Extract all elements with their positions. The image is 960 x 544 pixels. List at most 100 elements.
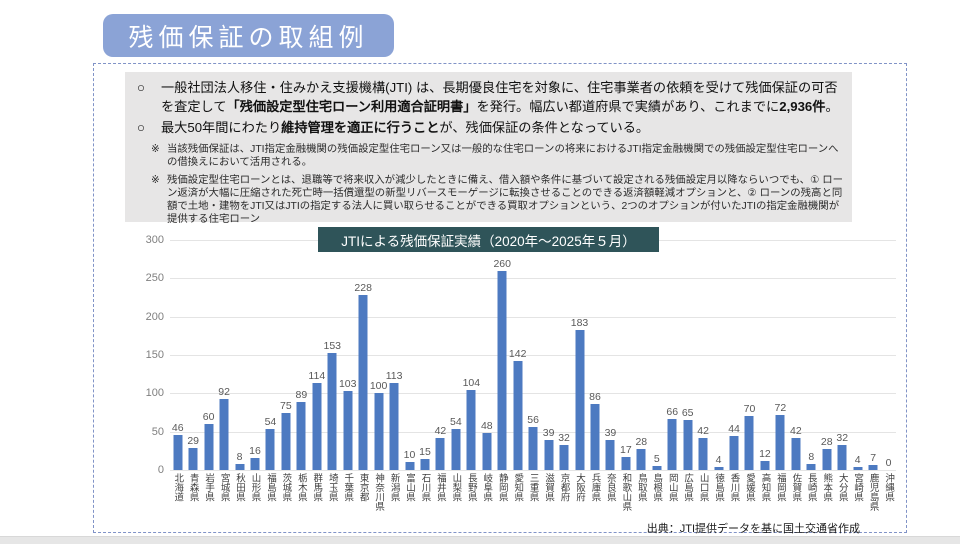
- bar: [389, 383, 399, 470]
- bar-column: 8: [232, 240, 247, 470]
- bar-value-label: 7: [870, 451, 877, 464]
- bar-column: 48: [479, 240, 494, 470]
- bar: [621, 456, 631, 470]
- bar-column: 65: [680, 240, 695, 470]
- bar-value-label: 89: [295, 388, 308, 401]
- bottom-strip: [0, 536, 960, 544]
- plot-area: 46 29 60 92 8 16 54 75 89 114 153 103 228 100 113 10 15 4…: [170, 240, 896, 470]
- bar-column: 42: [788, 240, 803, 470]
- bar-value-label: 183: [570, 316, 589, 329]
- gridline: [170, 278, 896, 280]
- x-axis: 北海道 青森県 岩手県 宮城県 秋田県 山形県 福島県 茨城県 栃木県 群馬県 埼玉県 千葉県 東京都神…: [170, 473, 896, 533]
- bullet-text: 一般社団法人移住・住みかえ支援機構(JTI) は、長期優良住宅を対象に、住宅事業…: [161, 80, 839, 114]
- x-axis-label: 広島県: [682, 473, 694, 502]
- bar: [806, 463, 816, 470]
- bar: [544, 440, 554, 470]
- bar-column: 7: [865, 240, 880, 470]
- bar-value-label: 70: [743, 403, 756, 416]
- x-axis-label: 三重県: [527, 473, 539, 502]
- y-axis-tick-label: 0: [157, 464, 164, 476]
- x-axis-label: 福島県: [264, 473, 276, 502]
- x-axis-label: 岩手県: [203, 473, 215, 502]
- bar-column: 260: [493, 240, 511, 470]
- bar-column: 54: [263, 240, 278, 470]
- bar-column: 104: [463, 240, 480, 470]
- footnote-item: ※ 当該残価保証は、JTI指定金融機関の残価設定型住宅ローン又は一般的な住宅ローン…: [137, 143, 844, 169]
- x-axis-label: 東京都: [357, 473, 369, 502]
- x-axis-label: 香川県: [728, 473, 740, 502]
- bar-column: 10: [402, 240, 417, 470]
- x-axis-label: 岡山県: [666, 473, 678, 502]
- bar-value-label: 103: [338, 378, 357, 391]
- bar-value-label: 48: [480, 420, 493, 433]
- bar: [204, 424, 214, 470]
- bar-column: 89: [294, 240, 309, 470]
- bar-value-label: 42: [697, 424, 709, 437]
- bar-value-label: 75: [280, 399, 292, 412]
- bar-column: 66: [665, 240, 680, 470]
- x-axis-label: 岐阜県: [481, 473, 493, 502]
- bar-value-label: 54: [264, 415, 277, 428]
- bar-column: 92: [216, 240, 231, 470]
- y-axis-tick-label: 100: [145, 387, 164, 400]
- gridline: [170, 393, 896, 395]
- bar: [590, 404, 600, 470]
- asterisk-note-icon: ※: [151, 143, 160, 155]
- x-axis-label: 兵庫県: [589, 473, 601, 502]
- chart-title: JTIによる残価保証実績（2020年～2025年５月）: [318, 227, 659, 252]
- bar-value-label: 0: [885, 457, 892, 469]
- bar: [296, 401, 306, 470]
- x-axis-label: 山梨県: [450, 473, 462, 502]
- bar-value-label: 86: [589, 391, 601, 404]
- bar-column: 32: [834, 240, 849, 470]
- bar: [575, 329, 584, 470]
- bar-column: 8: [804, 240, 819, 470]
- x-axis-label: 福岡県: [774, 473, 786, 502]
- bar-column: 28: [819, 240, 834, 470]
- x-axis-label: 群馬県: [311, 473, 323, 502]
- bar: [420, 458, 430, 470]
- bar-column: 103: [338, 240, 357, 470]
- bar-column: 0: [881, 240, 896, 470]
- bar-value-label: 42: [790, 424, 802, 437]
- bar-value-label: 92: [218, 386, 230, 399]
- bar-column: 228: [354, 240, 372, 470]
- bar-value-label: 39: [542, 427, 555, 440]
- bar: [868, 464, 878, 470]
- bar-value-label: 153: [323, 339, 342, 352]
- bar: [451, 428, 461, 470]
- bar-value-label: 72: [774, 401, 787, 414]
- bar-value-label: 32: [558, 432, 570, 445]
- bar-value-label: 16: [249, 444, 261, 457]
- bar-column: 16: [247, 240, 262, 470]
- bullet-item: ○ 一般社団法人移住・住みかえ支援機構(JTI) は、長期優良住宅を対象に、住宅事…: [137, 79, 844, 116]
- bar-column: 183: [570, 240, 589, 470]
- bar-column: 39: [541, 240, 556, 470]
- bar-column: 29: [185, 240, 200, 470]
- bar-column: 15: [417, 240, 432, 470]
- gridline: [170, 355, 896, 356]
- bar: [312, 382, 322, 470]
- bar-column: 114: [308, 240, 325, 470]
- bar: [235, 463, 245, 470]
- bar: [497, 270, 507, 470]
- x-axis-label: 秋田県: [234, 473, 246, 502]
- bar-value-label: 15: [419, 445, 431, 458]
- x-axis-label: 高知県: [759, 473, 771, 502]
- bar-value-label: 28: [820, 435, 833, 448]
- x-axis-label: 愛知県: [512, 473, 524, 502]
- bar-value-label: 100: [369, 380, 388, 393]
- bar-column: 113: [386, 240, 402, 470]
- bar: [744, 416, 754, 470]
- x-axis-label: 静岡県: [496, 473, 508, 502]
- bar-column: 4: [850, 240, 865, 470]
- bar-column: 44: [726, 240, 741, 470]
- x-axis-label: 島根県: [651, 473, 663, 502]
- bar-value-label: 46: [171, 421, 184, 434]
- x-axis-label: 熊本県: [821, 473, 833, 502]
- footnote-item: ※ 残価設定型住宅ローンとは、退職等で将来収入が減少したときに備え、借入額や条件に…: [137, 174, 844, 226]
- gridline: [170, 316, 896, 318]
- bar-value-label: 228: [354, 282, 372, 295]
- bar-value-label: 32: [836, 432, 849, 445]
- footnote-text: 当該残価保証は、JTI指定金融機関の残価設定型住宅ローン又は一般的な住宅ローンの…: [167, 143, 839, 168]
